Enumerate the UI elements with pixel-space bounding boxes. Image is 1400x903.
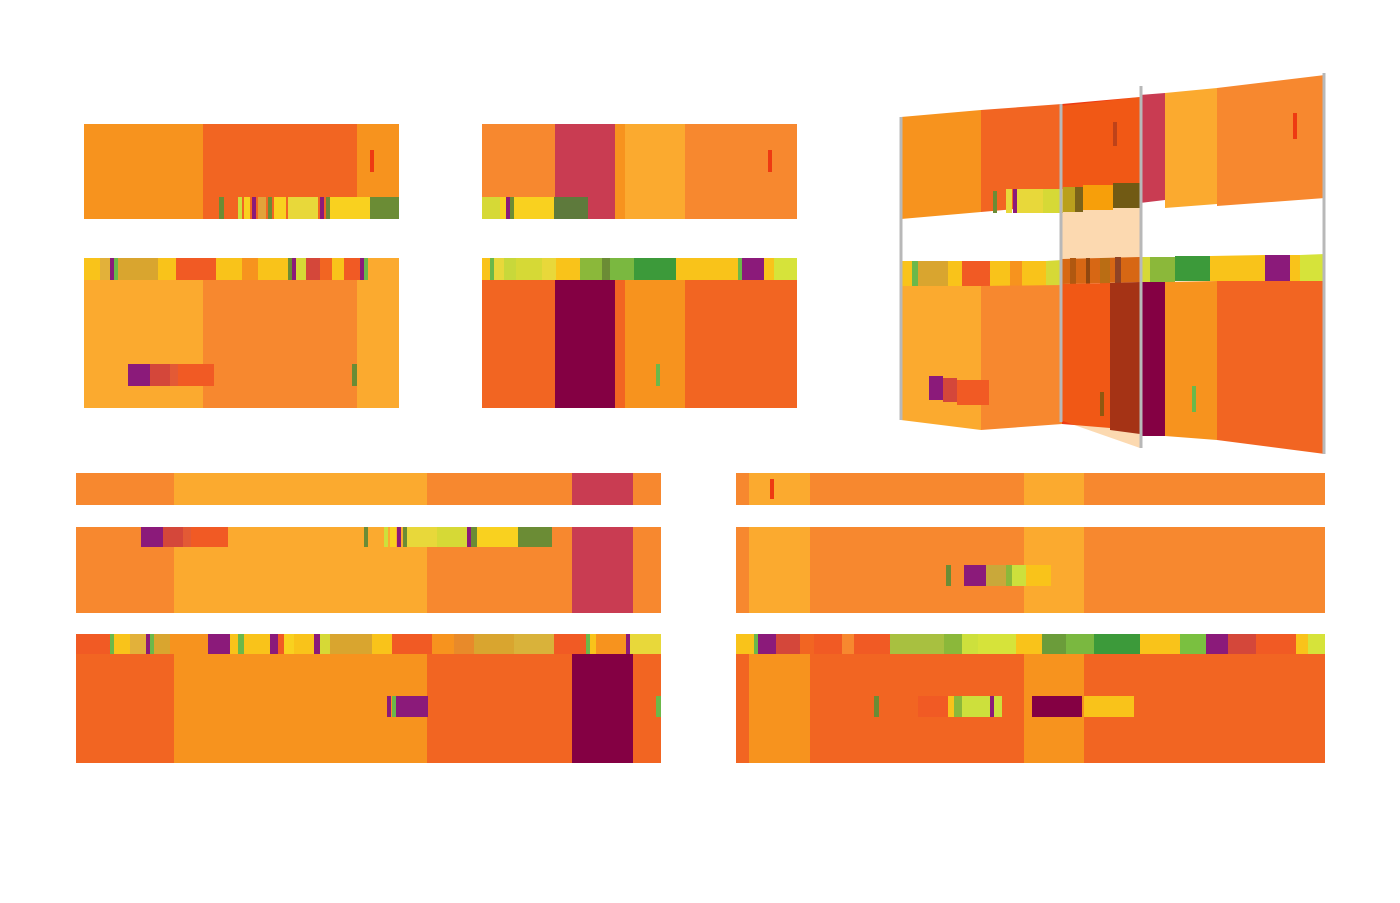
panel-bottom-left-row-3-strip bbox=[76, 634, 661, 654]
perspective-lower-band bbox=[901, 281, 1325, 454]
panel-top-right-perspective bbox=[899, 73, 1326, 454]
panel-top-left bbox=[84, 124, 399, 408]
panel-bottom-right-row-3-strip bbox=[736, 634, 1325, 654]
panel-bottom-right-row-1 bbox=[736, 473, 1325, 505]
panel-top-middle-upper-band bbox=[482, 124, 797, 219]
panel-top-middle-lower-band bbox=[482, 280, 797, 408]
panel-bottom-right-row-4 bbox=[736, 654, 1325, 763]
panel-bottom-left bbox=[76, 473, 661, 763]
panel-bottom-left-row-4 bbox=[76, 654, 661, 763]
perspective-upper-band bbox=[901, 75, 1325, 219]
panel-top-middle-barcode-strip bbox=[482, 258, 797, 280]
panel-top-middle bbox=[482, 124, 797, 408]
panel-bottom-right bbox=[736, 473, 1325, 763]
perspective-overlay-pane bbox=[1060, 97, 1140, 448]
panel-top-left-barcode-strip bbox=[84, 258, 399, 280]
panel-bottom-right-row-2 bbox=[736, 527, 1325, 613]
panel-bottom-left-row-1 bbox=[76, 473, 661, 505]
perspective-frame-edges bbox=[899, 73, 1326, 454]
panel-top-left-upper-band bbox=[84, 124, 399, 219]
perspective-barcode-strip bbox=[901, 254, 1325, 286]
panel-bottom-left-row-2 bbox=[76, 527, 661, 613]
panel-top-left-lower-band bbox=[84, 280, 399, 408]
